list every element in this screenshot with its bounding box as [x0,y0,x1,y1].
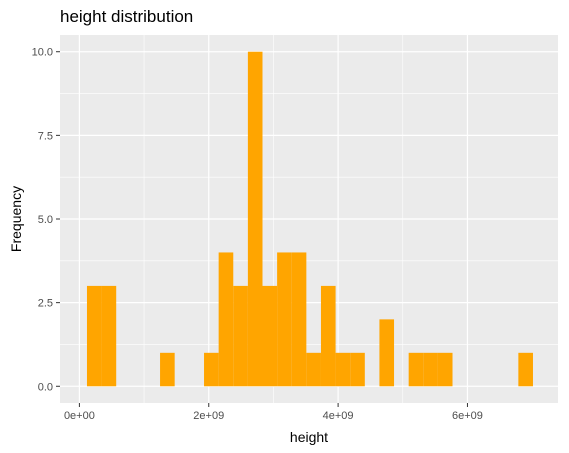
histogram-bar [218,252,234,387]
histogram-bar [247,51,263,387]
histogram-bar [320,285,336,387]
histogram-bar [291,252,307,387]
x-axis-title: height [290,429,328,445]
histogram-bar [306,352,321,387]
histogram-bar [408,352,424,387]
histogram-bar [86,285,102,387]
histogram-bar [262,285,278,387]
histogram-bar [101,285,117,387]
histogram-bar [277,252,292,387]
y-tick-label: 2.5 [38,298,53,310]
x-tick-label: 2e+09 [193,410,224,422]
y-axis-title: Frequency [8,186,24,252]
x-axis: 0e+00 2e+09 4e+09 6e+09 [64,403,483,422]
histogram-bar [204,352,219,387]
histogram-bar [233,285,248,387]
y-axis: 0.0 2.5 5.0 7.5 10.0 [32,47,60,393]
histogram-bar [350,352,365,387]
major-gridlines [60,35,558,403]
histogram-bar [423,352,438,387]
x-tick-label: 6e+09 [452,410,483,422]
y-tick-label: 10.0 [32,47,53,59]
histogram-bar [160,352,175,387]
histogram-bar [437,352,453,387]
histogram-bar [379,319,395,387]
chart-title: height distribution [60,7,194,26]
histogram-bar [518,352,533,387]
x-tick-label: 4e+09 [323,410,354,422]
y-tick-label: 0.0 [38,381,53,393]
x-tick-label: 0e+00 [64,410,95,422]
histogram-bar [335,352,351,387]
y-tick-label: 7.5 [38,130,53,142]
y-tick-label: 5.0 [38,214,53,226]
histogram-bars [86,51,533,387]
